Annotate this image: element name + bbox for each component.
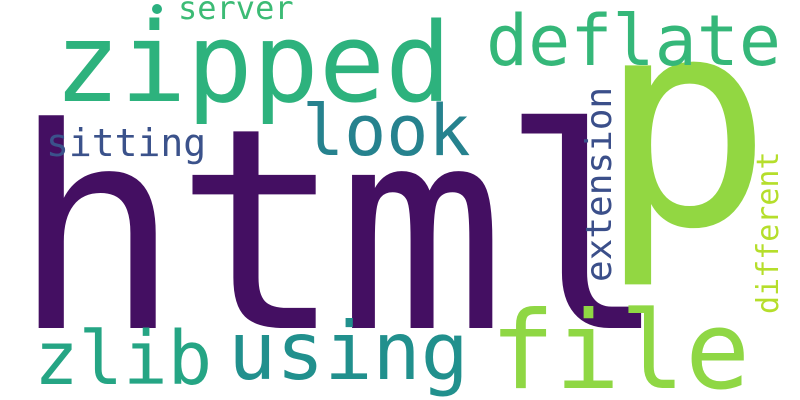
word-extension: extension [579, 86, 620, 282]
word-zipped: zipped [54, 0, 452, 127]
word-different: different [751, 151, 786, 314]
word-deflate: deflate [486, 0, 782, 82]
word-look: look [302, 90, 471, 172]
word-zlib: zlib [34, 316, 213, 400]
word-p: p [598, 0, 773, 293]
word-using: using [228, 305, 469, 398]
word-server: server [178, 0, 294, 27]
word-html: html [12, 69, 668, 395]
word-sitting: sitting [46, 121, 207, 165]
dot-mark [152, 4, 162, 14]
word-file: file [490, 289, 751, 400]
